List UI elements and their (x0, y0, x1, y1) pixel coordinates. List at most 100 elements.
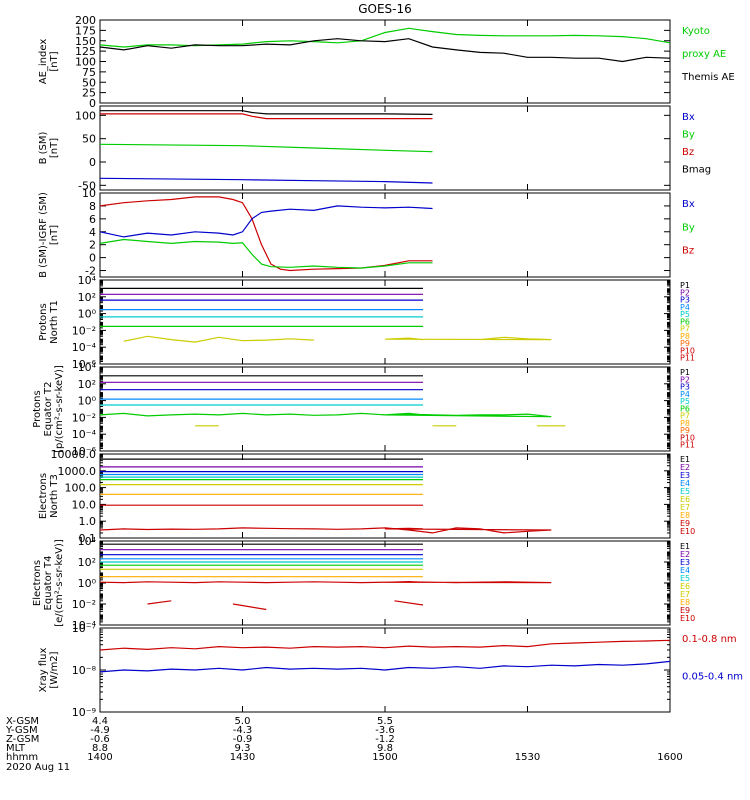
series-line (99, 177, 433, 184)
ephemeris-value: -0.6 (90, 734, 110, 745)
legend-entry: P3 (680, 296, 690, 305)
y-axis-label: B (SM) (38, 131, 49, 164)
legend-entry: P8 (680, 419, 690, 428)
legend-entry: P1 (680, 281, 690, 290)
y-tick-label: 50 (82, 133, 96, 146)
y-tick-label: 100 (75, 109, 96, 122)
y-tick-label: 50 (82, 76, 96, 89)
ephemeris-label: MLT (6, 743, 26, 754)
y-tick-label: 0.1 (79, 532, 97, 545)
ephemeris-label: hhmm (6, 752, 38, 763)
legend-entry: E2 (680, 550, 690, 559)
series-line (99, 38, 671, 63)
y-tick-label: 25 (82, 87, 96, 100)
y-tick-label: 75 (82, 66, 96, 79)
y-tick-label: 1000.0 (58, 465, 97, 478)
y-axis-label: Protons (32, 390, 43, 427)
series-line (99, 27, 671, 48)
y-tick-label: 10⁴ (78, 274, 97, 287)
legend-entry: P9 (680, 426, 690, 435)
series-line (384, 336, 552, 341)
y-tick-label: 0 (89, 156, 96, 169)
y-axis-label: North T3 (49, 474, 60, 518)
legend-entry: E1 (680, 455, 690, 464)
series-line (232, 603, 267, 611)
legend-entry: E6 (680, 495, 690, 504)
legend-entry: E6 (680, 582, 690, 591)
legend-entry: P6 (680, 317, 690, 326)
y-tick-label: 10⁻⁶ (72, 358, 97, 371)
ephemeris-value: 9.8 (377, 743, 393, 754)
ephemeris-label: 2020 Aug 11 (6, 762, 70, 773)
legend-entry: P10 (680, 433, 695, 442)
panel-frame (99, 279, 671, 365)
legend-entry: Bmag (682, 165, 711, 176)
y-tick-label: 0 (89, 97, 96, 110)
series-line (147, 600, 172, 605)
ephemeris-value: 4.4 (92, 716, 108, 727)
legend-entry: E5 (680, 574, 690, 583)
series-line (99, 238, 433, 269)
legend-entry: E10 (680, 527, 695, 536)
y-axis-label: Electrons (32, 560, 43, 606)
legend-entry: E9 (680, 606, 690, 615)
y-tick-label: 10⁻⁴ (72, 619, 97, 632)
legend-entry: E3 (680, 471, 690, 480)
legend-entry: E8 (680, 511, 690, 520)
y-axis-label: North T1 (49, 300, 60, 344)
legend-entry: P4 (680, 303, 690, 312)
y-axis-label: AE_index (38, 39, 49, 85)
series-line (394, 600, 424, 606)
legend-entry: Themis AE (681, 72, 735, 83)
ephemeris-value: 1400 (87, 752, 112, 763)
series-line (99, 639, 671, 651)
ephemeris-value: 1430 (230, 752, 255, 763)
y-axis-label: [nT] (49, 225, 60, 245)
y-tick-label: 10⁻⁷ (72, 622, 96, 635)
y-tick-label: 10⁻⁶ (72, 445, 97, 458)
legend-entry: P4 (680, 390, 690, 399)
legend-entry: E1 (680, 542, 690, 551)
legend-entry: P11 (680, 441, 695, 450)
legend-entry: Bz (682, 246, 694, 257)
y-axis-label: Equator T4 (43, 556, 54, 611)
ephemeris-value: -0.9 (233, 734, 253, 745)
ephemeris-value: 5.0 (235, 716, 251, 727)
ephemeris-value: -1.2 (375, 734, 395, 745)
ephemeris-value: -4.3 (233, 725, 253, 736)
y-tick-label: 0 (89, 252, 96, 265)
y-tick-label: 10² (78, 291, 96, 304)
legend-entry: E9 (680, 519, 690, 528)
legend-entry: P5 (680, 310, 690, 319)
y-tick-label: 10000.0 (51, 448, 97, 461)
legend-entry: P7 (680, 325, 690, 334)
y-tick-label: 10⁰ (78, 308, 97, 321)
legend-entry: E7 (680, 503, 690, 512)
legend-entry: P1 (680, 368, 690, 377)
y-tick-label: 10⁰ (78, 395, 97, 408)
y-tick-label: 10⁻² (72, 324, 96, 337)
series-line (99, 527, 552, 534)
ephemeris-label: Y-GSM (5, 725, 38, 736)
ephemeris-value: -4.9 (90, 725, 110, 736)
legend-entry: E8 (680, 598, 690, 607)
legend-entry: P6 (680, 404, 690, 413)
chart-title: GOES-16 (358, 2, 412, 16)
y-tick-label: 125 (75, 45, 96, 58)
panel-frame (99, 366, 671, 452)
legend-entry: P2 (680, 288, 690, 297)
y-tick-label: 10⁻² (72, 598, 96, 611)
legend-entry: Bz (682, 147, 694, 158)
ephemeris-value: 1530 (515, 752, 540, 763)
y-tick-label: 10⁻⁸ (72, 664, 97, 677)
y-axis-label: [nT] (49, 51, 60, 71)
y-tick-label: 100.0 (65, 482, 97, 495)
legend-entry: 0.1-0.8 nm (682, 634, 737, 645)
y-tick-label: 6 (89, 213, 96, 226)
y-tick-label: 10⁻⁹ (72, 706, 96, 719)
legend-entry: 0.05-0.4 nm (682, 671, 743, 682)
series-line (99, 660, 671, 673)
y-tick-label: 150 (75, 35, 96, 48)
legend-entry: P5 (680, 397, 690, 406)
